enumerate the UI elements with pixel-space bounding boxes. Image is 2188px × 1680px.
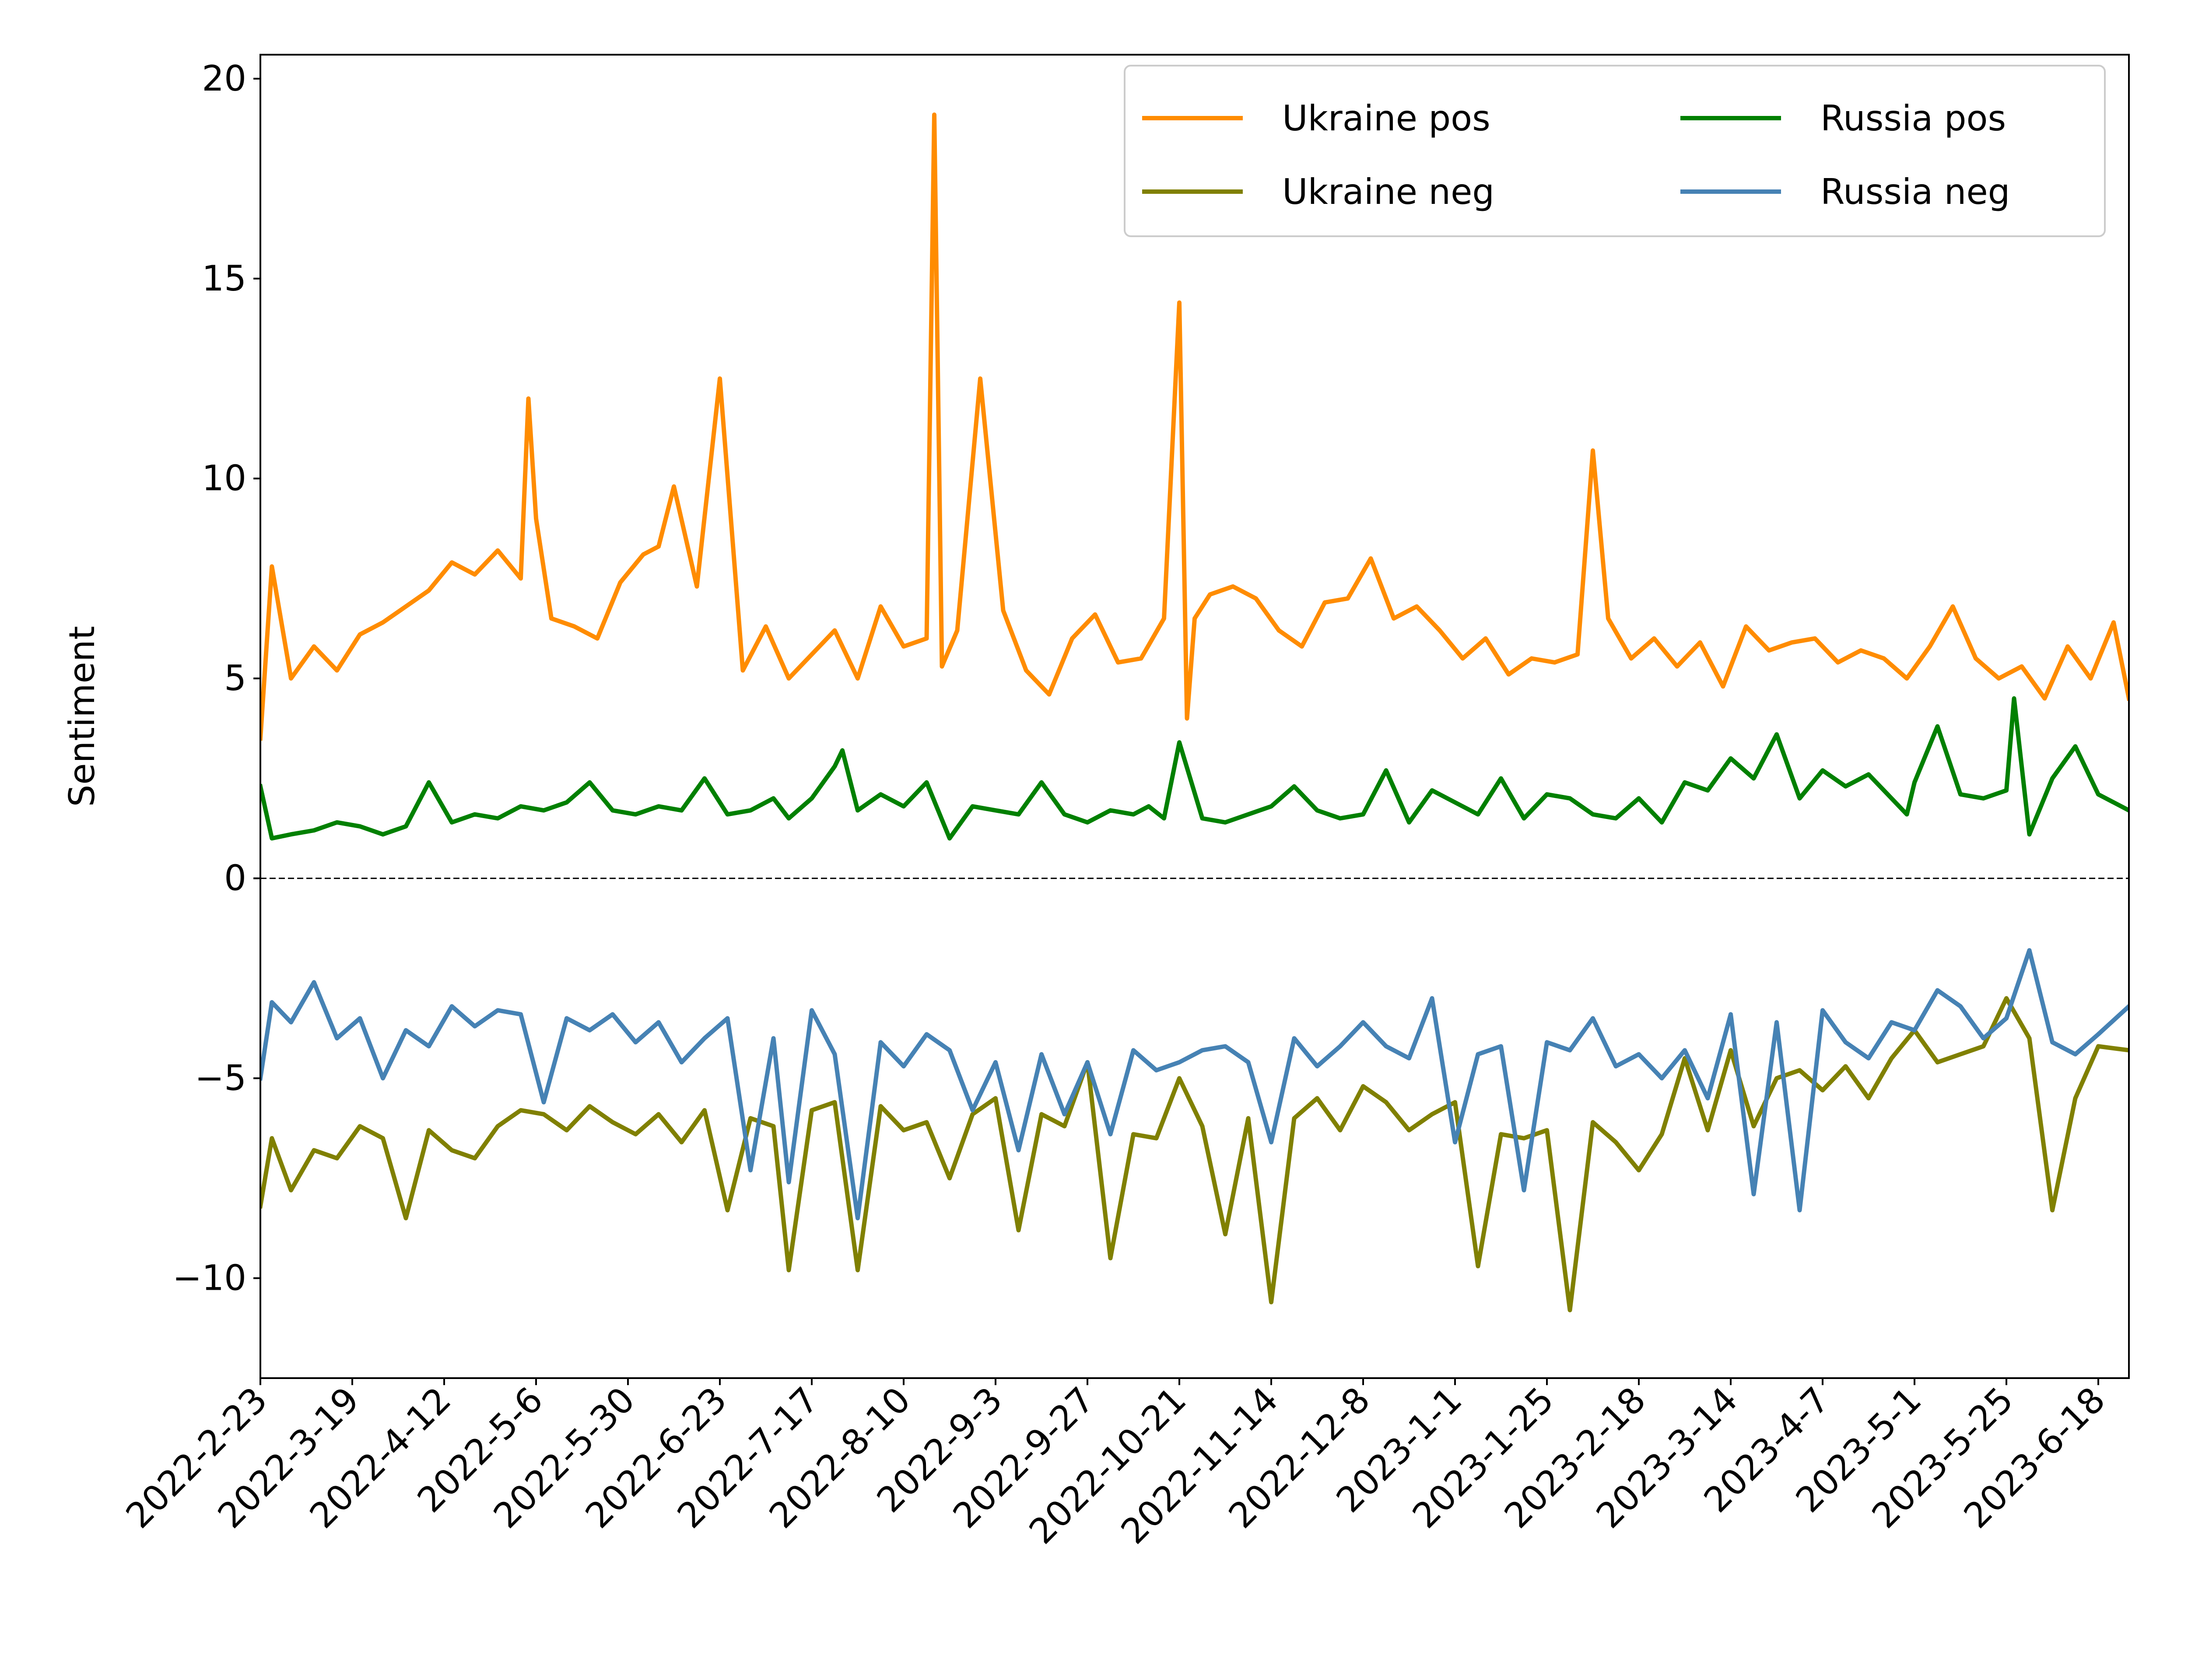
x-axis: 2022-2-232022-3-192022-4-122022-5-62022-… — [118, 1378, 2113, 1552]
y-axis-label: Sentiment — [62, 626, 102, 807]
axes-frame — [259, 54, 2130, 1379]
y-tick-label: 10 — [202, 458, 246, 499]
series-line-russia-neg — [260, 948, 2129, 1221]
plot-area — [260, 112, 2129, 1312]
series-line-russia-pos — [260, 696, 2129, 841]
series-line-ukraine-neg — [260, 996, 2129, 1312]
y-tick-label: −5 — [195, 1058, 246, 1099]
series-line-ukraine-pos — [260, 112, 2129, 741]
legend-label: Ukraine pos — [1282, 98, 1490, 139]
legend-label: Russia neg — [1820, 172, 2010, 212]
y-tick-label: 5 — [224, 658, 246, 699]
legend-label: Ukraine neg — [1282, 172, 1494, 212]
y-tick-label: 15 — [202, 258, 246, 299]
y-tick-label: −10 — [172, 1258, 246, 1298]
legend-box — [1124, 65, 2106, 237]
y-tick-label: 20 — [202, 58, 246, 99]
y-tick-label: 0 — [224, 858, 246, 899]
y-axis: −10 −5 0 5 10 15 20 — [172, 58, 260, 1298]
legend: Ukraine pos Ukraine neg Russia pos Russia n… — [1124, 65, 2106, 237]
legend-label: Russia pos — [1820, 98, 2006, 139]
